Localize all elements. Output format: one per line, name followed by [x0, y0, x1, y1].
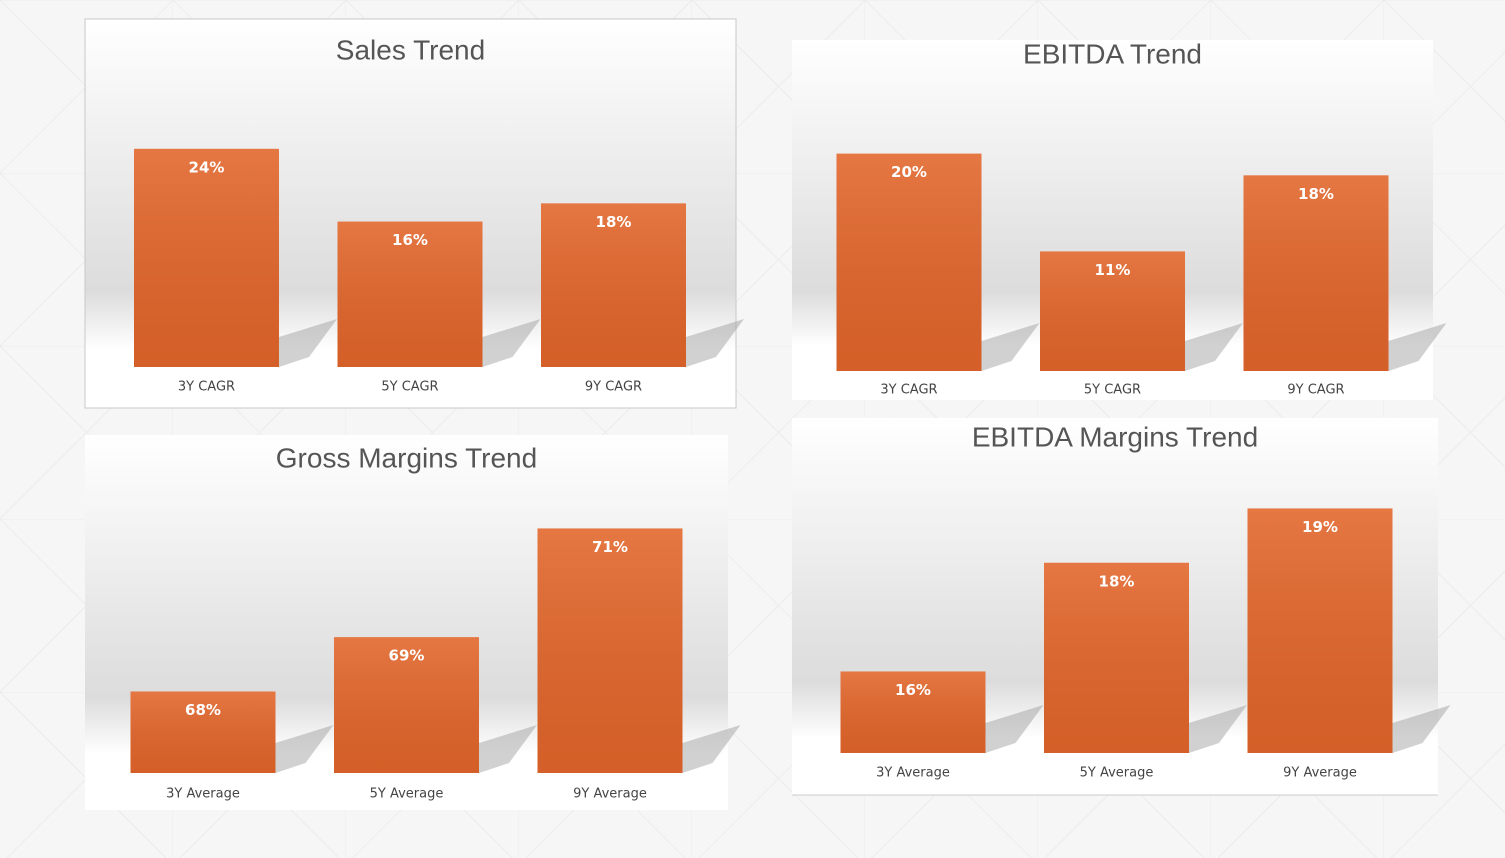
bar-shadow	[1392, 705, 1451, 753]
bar-shade	[1040, 251, 1185, 371]
bar-shadow	[1388, 323, 1447, 371]
x-tick-label: 9Y Average	[573, 787, 647, 802]
x-tick-label: 3Y Average	[166, 787, 240, 802]
bar-shade	[836, 153, 982, 371]
value-label: 18%	[1099, 572, 1135, 590]
chart-title: EBITDA Trend	[1023, 38, 1202, 69]
bar-shadow	[1185, 323, 1243, 371]
bar-shade	[541, 203, 686, 367]
bar-shadow	[275, 725, 334, 773]
bar-shade	[840, 671, 986, 753]
value-label: 71%	[592, 538, 628, 556]
value-label: 68%	[185, 701, 221, 719]
x-tick-label: 5Y CAGR	[1084, 383, 1141, 398]
chart-title: Sales Trend	[336, 34, 485, 65]
value-label: 19%	[1302, 518, 1338, 536]
bar-shadow	[482, 319, 541, 367]
value-label: 18%	[1298, 185, 1334, 203]
x-tick-label: 9Y CAGR	[1287, 383, 1344, 398]
bar-shade	[1247, 508, 1393, 753]
x-tick-label: 5Y CAGR	[381, 380, 438, 395]
value-label: 24%	[189, 158, 225, 176]
chart-title: Gross Margins Trend	[276, 442, 537, 473]
x-tick-label: 5Y Average	[1080, 766, 1154, 781]
chart-title: EBITDA Margins Trend	[972, 421, 1258, 452]
x-tick-label: 3Y Average	[876, 766, 950, 781]
bar-shadow	[985, 705, 1044, 753]
value-label: 20%	[891, 163, 927, 181]
bar-shade	[337, 221, 483, 367]
x-tick-label: 5Y Average	[370, 787, 444, 802]
value-label: 11%	[1095, 261, 1131, 279]
bar-shade	[134, 148, 279, 367]
value-label: 69%	[389, 647, 425, 665]
x-tick-label: 3Y CAGR	[178, 380, 235, 395]
bar-shadow	[479, 725, 537, 773]
x-tick-label: 9Y Average	[1283, 766, 1357, 781]
x-tick-label: 9Y CAGR	[585, 380, 642, 395]
bar-shade	[1044, 562, 1189, 753]
value-label: 18%	[596, 213, 632, 231]
bar-shadow	[279, 319, 337, 367]
value-label: 16%	[895, 681, 931, 699]
bar-shadow	[981, 323, 1040, 371]
bar-shade	[1243, 175, 1389, 371]
x-tick-label: 3Y CAGR	[880, 383, 937, 398]
value-label: 16%	[392, 231, 428, 249]
bar-shadow	[1189, 705, 1247, 753]
bar-shade	[334, 637, 479, 773]
bar-shade	[130, 691, 276, 773]
bar-shadow	[686, 319, 744, 367]
bar-shade	[537, 528, 683, 773]
bar-shadow	[682, 725, 741, 773]
